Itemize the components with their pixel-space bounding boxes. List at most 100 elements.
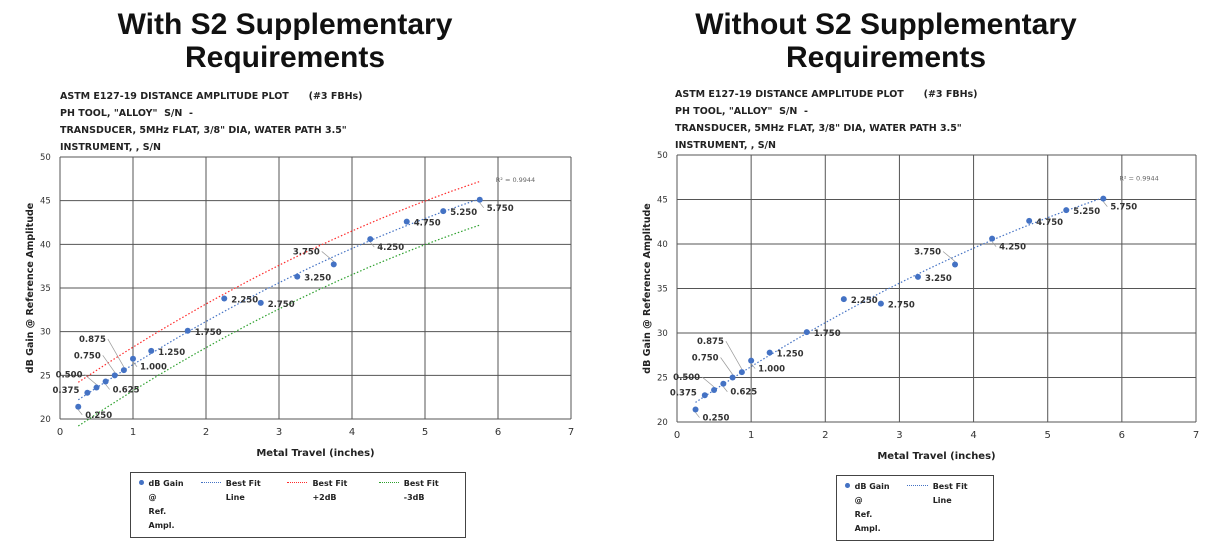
data-label: 5.750: [1110, 203, 1137, 213]
legend-item-fit: Best Fit Line: [200, 477, 278, 505]
data-point: [989, 235, 996, 242]
title-line: With S2 Supplementary: [117, 8, 453, 41]
data-point: [692, 406, 699, 413]
x-tick-label: 4: [970, 430, 976, 441]
x-tick-label: 2: [203, 427, 209, 438]
chart-title-right: Without S2 Supplementary Requirements: [606, 8, 1166, 74]
legend-label: Best Fit -3dB: [403, 479, 439, 502]
data-point: [120, 367, 127, 374]
legend-left: dB Gain @ Ref. Ampl. Best Fit Line Best F…: [130, 472, 466, 538]
legend-right: dB Gain @ Ref. Ampl. Best Fit Line: [836, 475, 994, 541]
data-label: 0.500: [673, 373, 700, 383]
leader-line: [720, 357, 733, 375]
data-point: [720, 380, 727, 387]
header-line: INSTRUMENT, , S/N: [60, 142, 161, 153]
legend-label: Best Fit +2dB: [312, 479, 348, 502]
x-tick-label: 7: [568, 427, 574, 438]
data-label: 1.750: [814, 329, 841, 339]
x-tick-label: 5: [1045, 430, 1051, 441]
data-point: [184, 327, 191, 334]
dotted-line-icon: [378, 482, 399, 483]
legend-item-minus: Best Fit -3dB: [378, 477, 457, 505]
y-tick-label: 35: [657, 285, 668, 295]
header-line: INSTRUMENT, , S/N: [675, 140, 776, 151]
data-label: 0.500: [56, 371, 83, 381]
point-marker-icon: [845, 483, 850, 488]
leader-line: [479, 202, 485, 209]
data-label: 1.250: [158, 348, 185, 358]
title-line: Requirements: [785, 41, 987, 74]
x-tick-label: 1: [130, 427, 136, 438]
data-label: 0.875: [697, 337, 724, 347]
legend-item-fit: Best Fit Line: [907, 480, 985, 508]
data-label: 3.750: [293, 247, 320, 257]
y-tick-label: 25: [40, 371, 51, 381]
data-point: [403, 218, 410, 225]
y-tick-label: 20: [40, 415, 51, 425]
x-tick-label: 6: [1119, 430, 1125, 441]
data-label: 4.750: [1036, 218, 1063, 228]
data-label: 3.250: [925, 274, 952, 284]
legend-label: Ref. Ampl.: [148, 507, 175, 530]
leader-line: [321, 251, 334, 262]
data-point: [729, 374, 736, 381]
trendline-best-fit-line: [695, 197, 1104, 403]
trendline-best-fit-line: [77, 198, 480, 401]
data-point: [1026, 217, 1033, 224]
header-line: PH TOOL, "ALLOY" S/N -: [675, 106, 808, 117]
data-label: 0.375: [52, 386, 79, 396]
data-label: 5.750: [487, 204, 514, 214]
data-point: [766, 349, 773, 356]
legend-label: Ref. Ampl.: [854, 510, 881, 533]
r-squared-label: R² = 0.9944: [496, 176, 535, 184]
data-point: [102, 378, 109, 385]
data-label: 1.750: [195, 328, 222, 338]
data-label: 4.750: [414, 219, 441, 229]
data-label: 0.875: [79, 335, 106, 345]
r-squared-label: R² = 0.9944: [1119, 175, 1158, 183]
data-label: 2.250: [231, 295, 258, 305]
leader-line: [132, 361, 138, 367]
leader-line: [991, 241, 997, 247]
legend-item-points: dB Gain @ Ref. Ampl.: [139, 477, 191, 533]
data-point: [738, 369, 745, 376]
data-point: [877, 300, 884, 307]
x-axis-label: Metal Travel (inches): [877, 451, 995, 462]
data-label: 0.250: [703, 414, 730, 424]
data-label: 4.250: [377, 243, 404, 253]
data-point: [711, 386, 718, 393]
x-tick-label: 4: [349, 427, 355, 438]
y-tick-label: 45: [40, 197, 51, 207]
data-label: 1.000: [140, 363, 167, 373]
data-label: 5.250: [450, 208, 477, 218]
y-tick-label: 40: [657, 240, 668, 250]
data-point: [93, 384, 100, 391]
data-point: [148, 347, 155, 354]
title-line: Without S2 Supplementary: [695, 8, 1077, 41]
data-point: [221, 295, 228, 302]
data-label: 3.250: [304, 274, 331, 284]
header-line: PH TOOL, "ALLOY" S/N -: [60, 108, 193, 119]
y-tick-label: 40: [40, 240, 51, 250]
x-axis-label: Metal Travel (inches): [256, 448, 374, 459]
title-line: Requirements: [184, 41, 386, 74]
leader-line: [750, 363, 756, 369]
x-tick-label: 0: [57, 427, 63, 438]
leader-line: [105, 384, 110, 390]
y-axis-label: dB Gain @ Reference Amplitude: [25, 203, 36, 373]
data-point: [367, 236, 374, 243]
x-tick-label: 2: [822, 430, 828, 441]
y-tick-label: 35: [40, 284, 51, 294]
dotted-line-icon: [287, 482, 308, 483]
data-point: [803, 329, 810, 336]
data-label: 0.375: [670, 388, 697, 398]
legend-item-points: dB Gain @ Ref. Ampl.: [845, 480, 897, 536]
leader-line: [701, 376, 715, 388]
x-tick-label: 3: [896, 430, 902, 441]
data-point: [294, 273, 301, 280]
x-tick-label: 6: [495, 427, 501, 438]
y-tick-label: 30: [40, 328, 51, 338]
legend-label: dB Gain @: [148, 479, 184, 502]
leader-line: [77, 409, 83, 415]
leader-line: [102, 355, 116, 373]
